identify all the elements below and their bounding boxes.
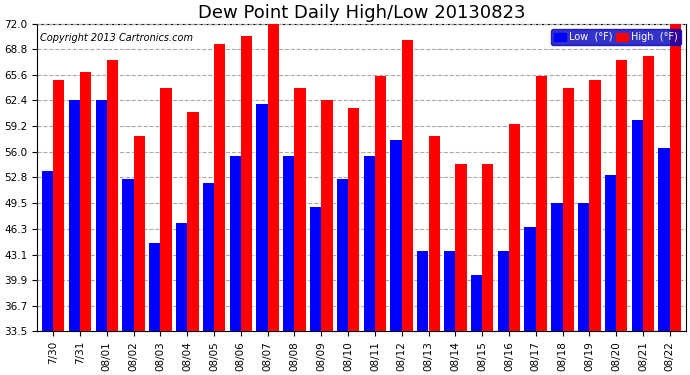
Bar bbox=[589, 80, 600, 331]
Bar bbox=[149, 243, 161, 331]
Bar bbox=[417, 251, 428, 331]
Bar bbox=[428, 135, 440, 331]
Bar bbox=[402, 40, 413, 331]
Title: Dew Point Daily High/Low 20130823: Dew Point Daily High/Low 20130823 bbox=[198, 4, 525, 22]
Bar bbox=[391, 140, 402, 331]
Bar bbox=[322, 100, 333, 331]
Bar bbox=[241, 36, 252, 331]
Bar bbox=[551, 204, 562, 331]
Bar bbox=[348, 108, 359, 331]
Bar bbox=[176, 224, 187, 331]
Bar bbox=[268, 20, 279, 331]
Bar bbox=[471, 275, 482, 331]
Bar bbox=[524, 227, 535, 331]
Bar bbox=[295, 88, 306, 331]
Bar bbox=[53, 80, 64, 331]
Bar bbox=[161, 88, 172, 331]
Bar bbox=[230, 156, 241, 331]
Bar bbox=[455, 164, 466, 331]
Bar bbox=[96, 100, 107, 331]
Bar bbox=[497, 251, 509, 331]
Bar bbox=[658, 147, 670, 331]
Bar bbox=[257, 104, 268, 331]
Bar bbox=[535, 76, 547, 331]
Bar bbox=[203, 183, 214, 331]
Bar bbox=[643, 56, 654, 331]
Bar bbox=[134, 135, 145, 331]
Text: Copyright 2013 Cartronics.com: Copyright 2013 Cartronics.com bbox=[41, 33, 193, 43]
Bar bbox=[631, 120, 643, 331]
Bar bbox=[444, 251, 455, 331]
Bar bbox=[375, 76, 386, 331]
Legend: Low  (°F), High  (°F): Low (°F), High (°F) bbox=[551, 28, 681, 45]
Bar bbox=[578, 204, 589, 331]
Bar bbox=[80, 72, 91, 331]
Bar bbox=[509, 124, 520, 331]
Bar bbox=[214, 44, 226, 331]
Bar bbox=[605, 176, 616, 331]
Bar bbox=[670, 24, 681, 331]
Bar bbox=[122, 180, 134, 331]
Bar bbox=[482, 164, 493, 331]
Bar bbox=[310, 207, 322, 331]
Bar bbox=[283, 156, 295, 331]
Bar bbox=[69, 100, 80, 331]
Bar bbox=[364, 156, 375, 331]
Bar bbox=[187, 112, 199, 331]
Bar bbox=[42, 171, 53, 331]
Bar bbox=[562, 88, 574, 331]
Bar bbox=[337, 180, 348, 331]
Bar bbox=[616, 60, 627, 331]
Bar bbox=[107, 60, 118, 331]
